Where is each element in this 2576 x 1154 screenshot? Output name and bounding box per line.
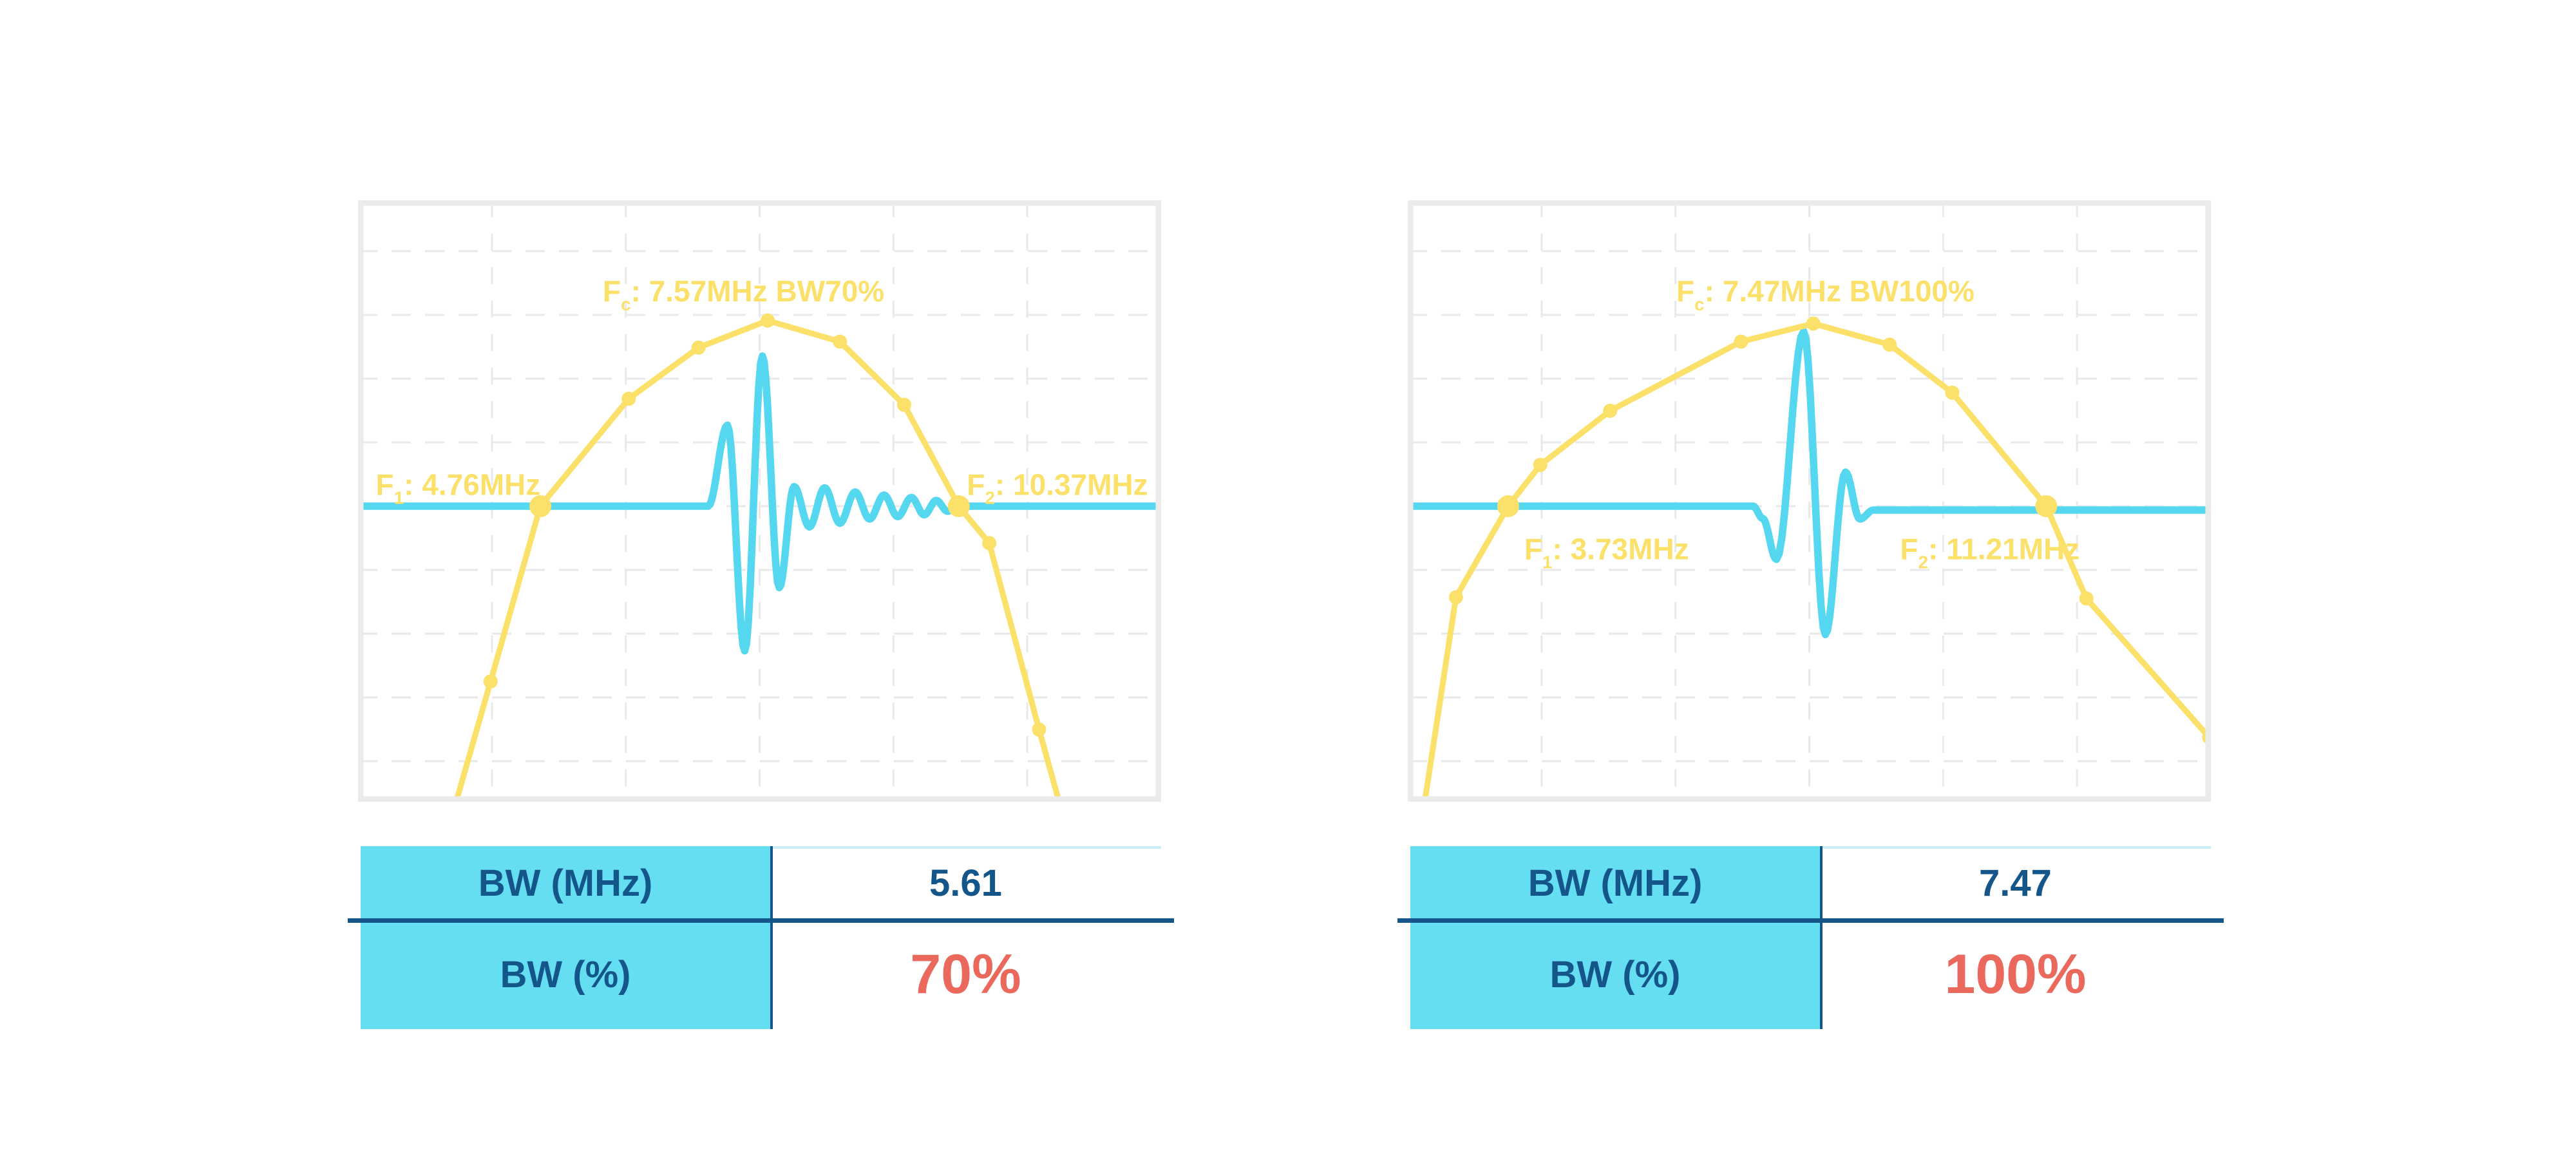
pulse-waveform <box>358 352 1161 655</box>
point-marker <box>1882 337 1897 352</box>
spectrum-curve <box>1421 321 2211 802</box>
bw-mhz-value: 5.61 <box>929 862 1002 904</box>
point-marker <box>760 313 775 328</box>
table-row: BW (MHz) 7.47 <box>1410 846 2211 920</box>
spectrum-chart-bw100: Fc: 7.47MHz BW100% F1: 3.73MHz F2: 11.21MH… <box>1408 200 2211 802</box>
table-row-divider <box>1397 918 2224 923</box>
point-marker <box>621 392 636 406</box>
point-marker <box>896 397 911 412</box>
table-label-column-bg <box>361 846 770 1029</box>
spectrum-curve <box>453 317 1063 802</box>
table-row-divider <box>348 918 1174 923</box>
point-marker <box>833 334 848 349</box>
plot-canvas: Fc: 7.47MHz BW100% F1: 3.73MHz F2: 11.21MH… <box>1408 200 2211 802</box>
point-marker <box>1448 590 1463 605</box>
plot-border <box>358 200 1161 802</box>
f1-annotation: F1: 3.73MHz <box>1524 533 1689 572</box>
point-marker <box>1603 403 1618 418</box>
data-point-markers <box>1448 316 2211 745</box>
point-marker <box>691 340 706 355</box>
bw-table-70: BW (MHz) 5.61 BW (%) 70% <box>348 846 1174 1029</box>
pulse-waveform <box>1408 327 2211 639</box>
point-marker <box>1533 457 1548 472</box>
spectrum-chart-bw70: Fc: 7.57MHz BW70% F1: 4.76MHz F2: 10.37MHz <box>358 200 1161 802</box>
table-column-divider <box>1820 846 1823 1029</box>
table-row: BW (MHz) 5.61 <box>361 846 1161 920</box>
crossing-marker <box>947 495 970 518</box>
point-marker <box>1806 316 1821 331</box>
point-marker <box>1734 334 1748 349</box>
data-point-markers <box>483 313 1046 737</box>
bw-mhz-label: BW (MHz) <box>478 862 653 904</box>
table-column-divider <box>770 846 773 1029</box>
bw-pct-value: 100% <box>1944 943 2087 1005</box>
bw-pct-value: 70% <box>910 943 1021 1005</box>
plot-canvas: Fc: 7.57MHz BW70% F1: 4.76MHz F2: 10.37MHz <box>358 200 1161 802</box>
point-marker <box>483 674 498 689</box>
f1-annotation: F1: 4.76MHz <box>375 468 540 508</box>
f2-annotation: F2: 10.37MHz <box>967 468 1148 508</box>
bw-mhz-label: BW (MHz) <box>1528 862 1703 904</box>
f2-annotation: F2: 11.21MHz <box>1900 533 2079 572</box>
point-marker <box>982 536 997 551</box>
value-column-topline <box>773 846 1161 849</box>
bw-table-100: BW (MHz) 7.47 BW (%) 100% <box>1397 846 2224 1029</box>
crossing-marker <box>529 495 552 518</box>
plot-border <box>1408 200 2211 802</box>
bw-pct-label: BW (%) <box>500 954 631 996</box>
fc-annotation: Fc: 7.47MHz BW100% <box>1676 274 1975 314</box>
point-marker <box>1032 722 1046 737</box>
crossing-marker <box>2035 495 2058 518</box>
bw-mhz-value: 7.47 <box>1979 862 2052 904</box>
point-marker <box>2079 591 2094 606</box>
crossing-marker <box>1497 495 1519 518</box>
bw-pct-label: BW (%) <box>1549 954 1681 996</box>
table-label-column-bg <box>1410 846 1820 1029</box>
table-row: BW (%) 70% <box>361 920 1161 1029</box>
table-row: BW (%) 100% <box>1410 920 2211 1029</box>
point-marker <box>1945 385 1960 400</box>
fc-annotation: Fc: 7.57MHz BW70% <box>603 274 884 314</box>
value-column-topline <box>1823 846 2211 849</box>
